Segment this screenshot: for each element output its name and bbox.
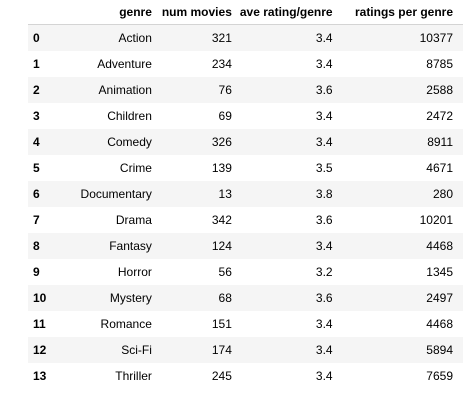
- cell-ratings-per-genre: 2588: [426, 83, 453, 97]
- row-index: 11: [33, 317, 46, 331]
- column-header-index: [28, 0, 58, 25]
- row-index: 5: [33, 161, 40, 175]
- header-row: genre num movies ave rating/genre rating…: [28, 0, 463, 25]
- cell-ratings-per-genre: 10201: [419, 213, 453, 227]
- cell-ave-rating: 3.4: [315, 57, 333, 71]
- cell-genre: Documentary: [80, 187, 152, 201]
- cell-genre: Children: [107, 109, 152, 123]
- cell-genre: Adventure: [97, 57, 152, 71]
- table-row: 5 Crime 139 3.5 4671: [28, 155, 463, 181]
- table-row: 12 Sci-Fi 174 3.4 5894: [28, 337, 463, 363]
- dataframe-output: genre num movies ave rating/genre rating…: [28, 0, 463, 389]
- cell-genre: Mystery: [109, 291, 152, 305]
- table-row: 3 Children 69 3.4 2472: [28, 103, 463, 129]
- row-index: 4: [33, 135, 40, 149]
- cell-genre: Fantasy: [109, 239, 152, 253]
- table-row: 8 Fantasy 124 3.4 4468: [28, 233, 463, 259]
- cell-num-movies: 69: [218, 109, 232, 123]
- cell-genre: Romance: [100, 317, 152, 331]
- row-index: 9: [33, 265, 40, 279]
- table-row: 13 Thriller 245 3.4 7659: [28, 363, 463, 389]
- cell-ratings-per-genre: 4671: [426, 161, 453, 175]
- cell-ave-rating: 3.4: [315, 369, 333, 383]
- column-header-genre: genre: [57, 0, 160, 25]
- cell-genre: Crime: [119, 161, 152, 175]
- cell-num-movies: 68: [218, 291, 232, 305]
- cell-num-movies: 342: [211, 213, 232, 227]
- cell-ave-rating: 3.8: [315, 187, 333, 201]
- row-index: 10: [33, 291, 47, 305]
- table-body: 0 Action 321 3.4 10377 1 Adventure 234 3.4 8785 2 A…: [28, 24, 463, 390]
- row-index: 8: [33, 239, 40, 253]
- cell-num-movies: 326: [211, 135, 232, 149]
- table-row: 9 Horror 56 3.2 1345: [28, 259, 463, 285]
- cell-num-movies: 174: [211, 343, 232, 357]
- cell-ratings-per-genre: 8911: [427, 135, 453, 149]
- cell-ave-rating: 3.6: [315, 83, 333, 97]
- cell-ave-rating: 3.4: [315, 31, 333, 45]
- table-row: 2 Animation 76 3.6 2588: [28, 77, 463, 103]
- row-index: 12: [33, 343, 47, 357]
- cell-ave-rating: 3.2: [315, 265, 333, 279]
- cell-ave-rating: 3.4: [315, 239, 333, 253]
- cell-ratings-per-genre: 280: [432, 187, 453, 201]
- cell-num-movies: 124: [211, 239, 232, 253]
- cell-ratings-per-genre: 2472: [426, 109, 453, 123]
- cell-genre: Thriller: [115, 369, 152, 383]
- cell-num-movies: 76: [218, 83, 232, 97]
- cell-ave-rating: 3.4: [315, 317, 333, 331]
- cell-ave-rating: 3.4: [315, 135, 333, 149]
- cell-ratings-per-genre: 4468: [426, 317, 453, 331]
- table-header: genre num movies ave rating/genre rating…: [28, 0, 463, 25]
- row-index: 0: [33, 31, 40, 45]
- cell-ave-rating: 3.4: [315, 109, 333, 123]
- cell-ratings-per-genre: 2497: [426, 291, 453, 305]
- cell-num-movies: 139: [211, 161, 232, 175]
- table-row: 4 Comedy 326 3.4 8911: [28, 129, 463, 155]
- table-row: 6 Documentary 13 3.8 280: [28, 181, 463, 207]
- cell-ratings-per-genre: 5894: [426, 343, 453, 357]
- table-row: 10 Mystery 68 3.6 2497: [28, 285, 463, 311]
- cell-genre: Horror: [117, 265, 152, 279]
- cell-genre: Sci-Fi: [121, 343, 152, 357]
- cell-ave-rating: 3.5: [315, 161, 333, 175]
- cell-ratings-per-genre: 10377: [419, 31, 453, 45]
- table-row: 0 Action 321 3.4 10377: [28, 24, 463, 51]
- row-index: 3: [33, 109, 40, 123]
- row-index: 7: [33, 213, 40, 227]
- column-header-ratings-per-genre: ratings per genre: [340, 0, 463, 25]
- cell-ave-rating: 3.4: [315, 343, 333, 357]
- row-index: 1: [33, 57, 40, 71]
- table-row: 1 Adventure 234 3.4 8785: [28, 51, 463, 77]
- cell-genre: Action: [118, 31, 152, 45]
- cell-num-movies: 234: [211, 57, 232, 71]
- cell-genre: Comedy: [107, 135, 152, 149]
- cell-genre: Drama: [115, 213, 152, 227]
- genre-stats-table: genre num movies ave rating/genre rating…: [28, 0, 463, 389]
- cell-ratings-per-genre: 1345: [426, 265, 453, 279]
- cell-ratings-per-genre: 4468: [426, 239, 453, 253]
- table-row: 11 Romance 151 3.4 4468: [28, 311, 463, 337]
- cell-genre: Animation: [98, 83, 152, 97]
- row-index: 13: [33, 369, 47, 383]
- cell-num-movies: 151: [211, 317, 232, 331]
- cell-ave-rating: 3.6: [315, 291, 333, 305]
- cell-ratings-per-genre: 8785: [426, 57, 453, 71]
- row-index: 2: [33, 83, 40, 97]
- column-header-ave-rating: ave rating/genre: [239, 0, 341, 25]
- cell-ave-rating: 3.6: [315, 213, 333, 227]
- cell-num-movies: 13: [218, 187, 232, 201]
- table-row: 7 Drama 342 3.6 10201: [28, 207, 463, 233]
- cell-ratings-per-genre: 7659: [426, 369, 453, 383]
- row-index: 6: [33, 187, 40, 201]
- cell-num-movies: 245: [211, 369, 232, 383]
- column-header-num-movies: num movies: [159, 0, 240, 25]
- cell-num-movies: 56: [218, 265, 232, 279]
- cell-num-movies: 321: [211, 31, 232, 45]
